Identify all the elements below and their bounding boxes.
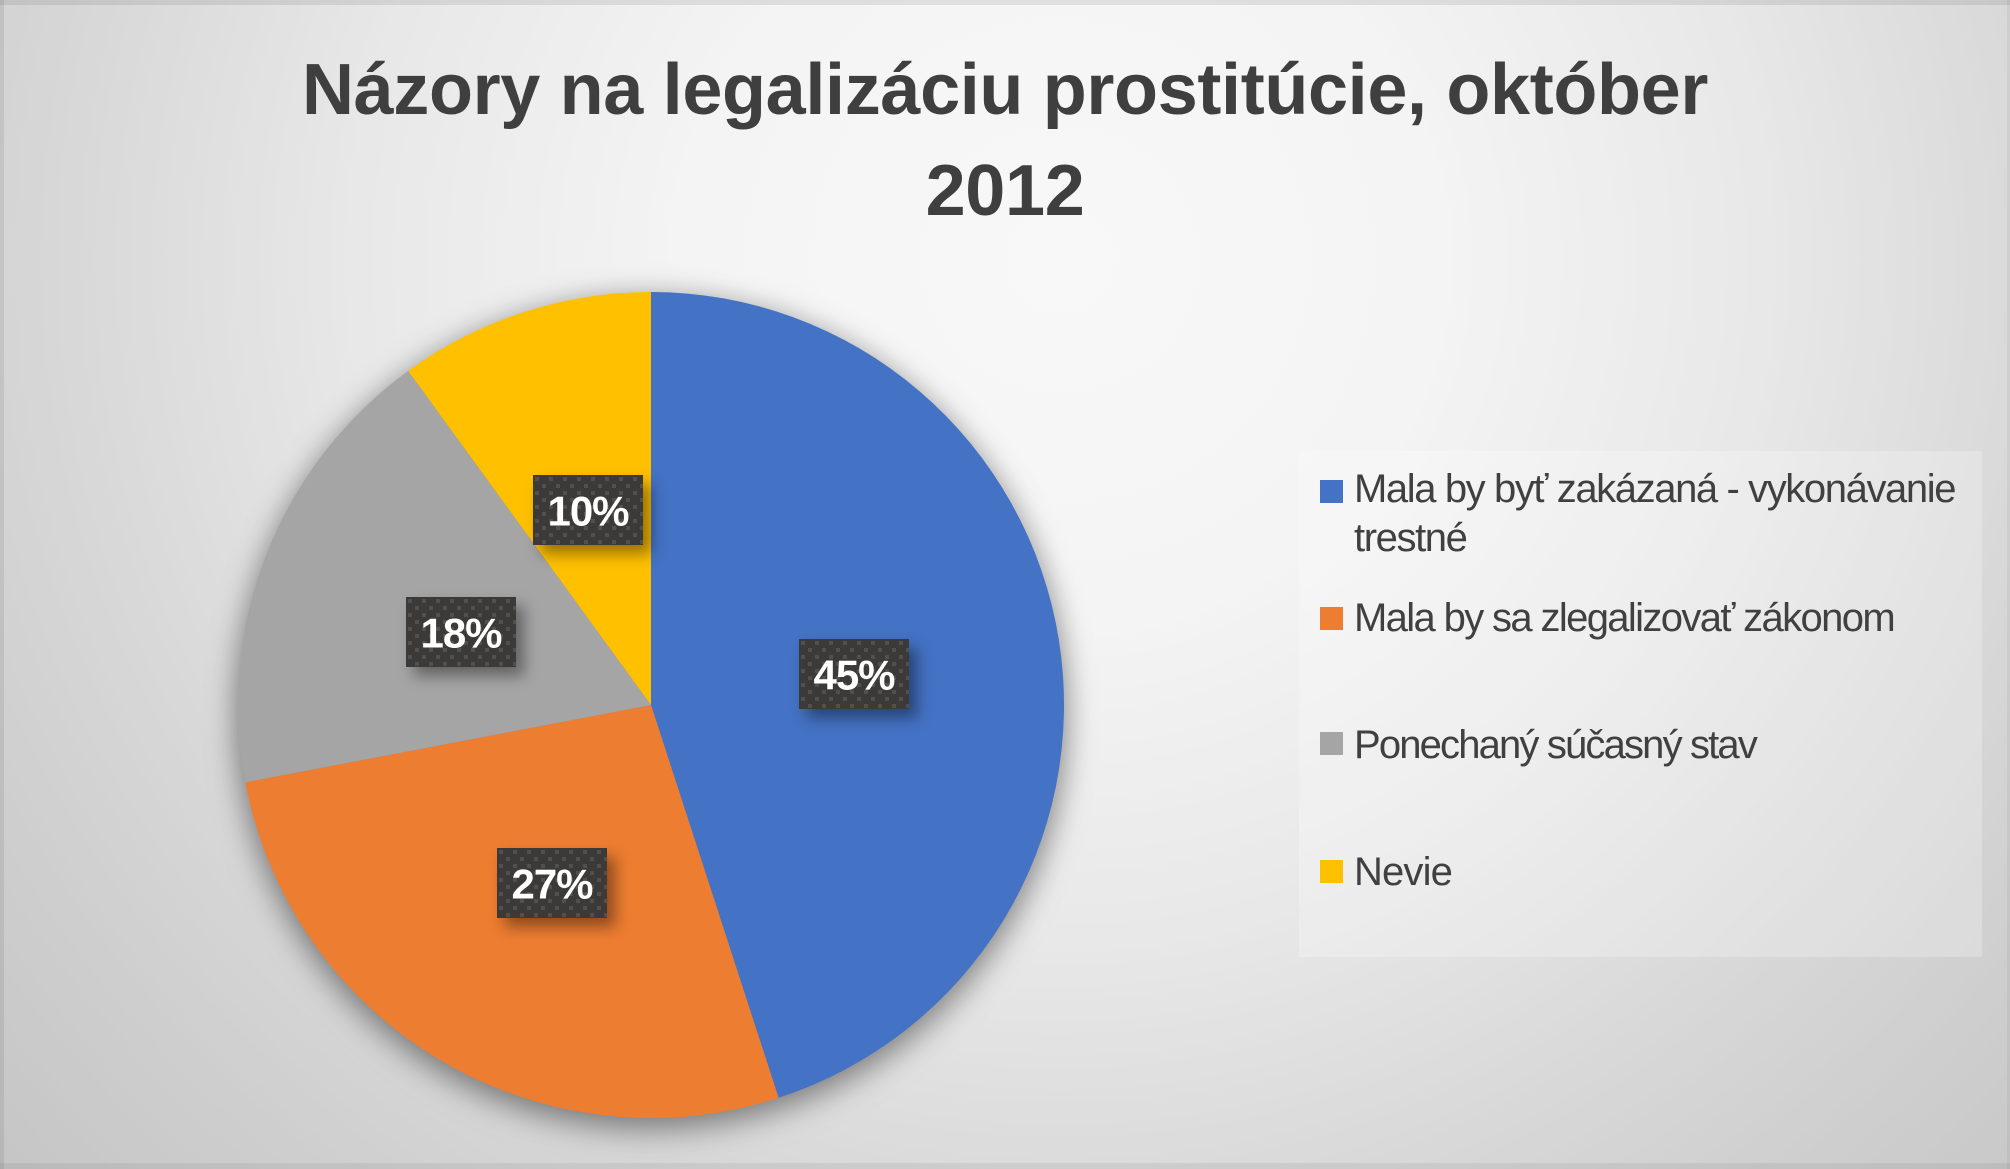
svg-text:45%: 45% xyxy=(813,652,895,699)
svg-text:10%: 10% xyxy=(547,488,629,535)
svg-text:27%: 27% xyxy=(511,861,593,908)
svg-text:18%: 18% xyxy=(420,610,502,657)
